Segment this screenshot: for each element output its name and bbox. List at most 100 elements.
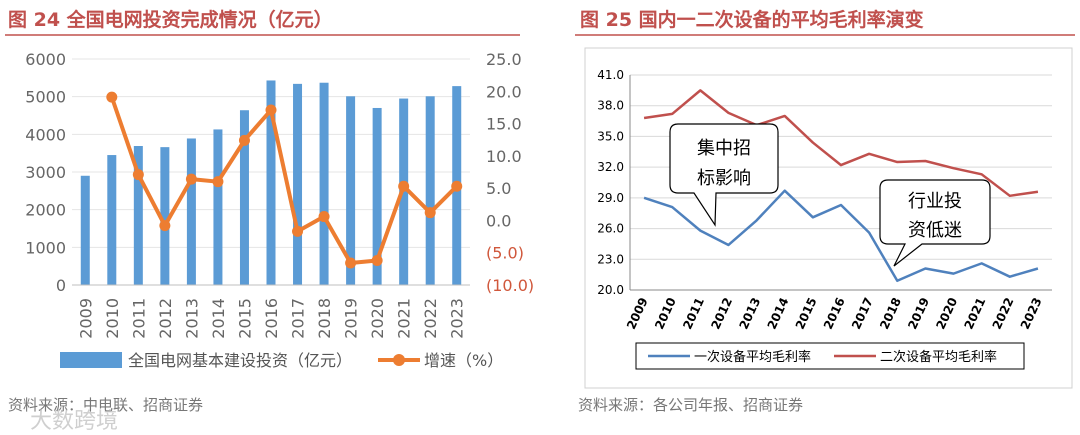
chart2-source: 资料来源：各公司年报、招商证券 [578, 396, 803, 414]
chart1-growth-point [424, 207, 436, 219]
chart1-bar [266, 80, 276, 285]
chart2-x-axis: 2009 2010 2011 2012 2013 2014 2015 2016 2017 2018… [624, 295, 1045, 331]
chart1-right-tick-label: (10.0) [486, 276, 534, 295]
chart2-y-tick-label: 41.0 [597, 68, 624, 82]
chart2-primary-equipment-line [643, 189, 1039, 283]
chart2-x-tick-label: 2015 [793, 295, 820, 331]
chart1-x-tick-label: 2012 [156, 298, 175, 339]
chart1-growth-point [451, 180, 463, 192]
chart2-y-tick-label: 23.0 [597, 252, 624, 266]
chart2-title: 图 25 国内一二次设备的平均毛利率演变 [580, 8, 924, 31]
chart1-x-tick-label: 2019 [342, 298, 361, 339]
chart2-x-tick-label: 2013 [737, 295, 764, 331]
chart1-growth-point [185, 173, 197, 185]
chart1-x-tick-label: 2021 [395, 298, 414, 339]
chart1-x-tick-label: 2023 [448, 298, 467, 339]
chart2-callout-2: 行业投 资低迷 [879, 179, 991, 267]
chart1-left-tick-label: 3000 [25, 163, 66, 182]
chart1-x-tick-label: 2017 [289, 298, 308, 339]
chart1-growth-point [159, 220, 171, 232]
chart1-title: 图 24 全国电网投资完成情况（亿元） [8, 8, 333, 31]
chart2-x-tick-label: 2022 [990, 295, 1017, 331]
chart1-x-axis: 2009 2010 2011 2012 2013 2014 2015 2016 2017 2018… [72, 284, 470, 339]
chart1-legend-line-marker [393, 354, 405, 366]
chart1-x-tick-label: 2011 [129, 298, 148, 339]
chart2-legend-label-1: 一次设备平均毛利率 [694, 349, 811, 365]
chart1-x-tick-label: 2020 [368, 298, 387, 339]
chart2-x-tick-label: 2020 [933, 295, 960, 331]
chart1-legend-bar-swatch [60, 352, 122, 368]
chart1-right-axis: (10.0) (5.0) 0.0 5.0 10.0 15.0 20.0 25.0 [486, 50, 534, 295]
chart1-bar [107, 155, 117, 285]
chart1-right-tick-label: 0.0 [486, 211, 511, 230]
chart2-x-tick-label: 2021 [962, 295, 989, 331]
chart2-y-tick-label: 29.0 [597, 191, 624, 205]
chart1-x-tick-label: 2015 [235, 298, 254, 339]
chart1-growth-line [106, 91, 463, 269]
chart1-growth-point [212, 176, 224, 188]
chart2-secondary-equipment-line [643, 89, 1039, 198]
callout-2-line2: 资低迷 [908, 220, 962, 241]
chart1-bar [186, 138, 196, 285]
chart1-x-tick-label: 2022 [421, 298, 440, 339]
chart1-growth-point [292, 225, 304, 237]
chart1-left-tick-label: 4000 [25, 125, 66, 144]
chart1-legend-bar-label: 全国电网基本建设投资（亿元） [128, 351, 352, 370]
chart2-y-tick-label: 32.0 [597, 160, 624, 174]
watermark: 大数跨境 [30, 409, 118, 434]
chart1-bar [160, 147, 170, 285]
chart1-growth-polyline [109, 96, 459, 266]
chart1-growth-point [265, 104, 277, 116]
chart1-x-tick-label: 2013 [182, 298, 201, 339]
callout-2-bubble [879, 179, 991, 267]
chart1-x-tick-label: 2009 [76, 298, 95, 339]
chart2-callout-1: 集中招 标影响 [669, 123, 779, 227]
chart1-x-tick-label: 2014 [209, 298, 228, 339]
chart1-bar [372, 107, 382, 285]
chart1-right-tick-label: (5.0) [486, 244, 524, 263]
chart2-x-tick-label: 2018 [877, 295, 904, 331]
chart1-growth-point [106, 91, 118, 103]
chart1-bar [425, 96, 435, 285]
chart1-left-tick-label: 1000 [25, 238, 66, 257]
chart1-right-tick-label: 15.0 [486, 115, 522, 134]
chart1-source: 资料来源：中电联、招商证券 [8, 396, 203, 414]
chart2-y-tick-label: 26.0 [597, 222, 624, 236]
chart1-bar [133, 146, 143, 285]
chart1-x-tick-label: 2010 [103, 298, 122, 339]
chart1-growth-point [238, 134, 250, 146]
chart2-y-tick-label: 20.0 [597, 283, 624, 297]
chart2-x-tick-label: 2012 [708, 295, 735, 331]
chart1-bar [319, 82, 329, 285]
chart2-x-tick-label: 2011 [680, 295, 707, 331]
chart2-series-lines [643, 89, 1039, 283]
chart2-frame [584, 47, 1073, 389]
chart1-left-tick-label: 5000 [25, 88, 66, 107]
chart1-growth-point [398, 180, 410, 192]
chart1-x-tick-label: 2018 [315, 298, 334, 339]
chart2-x-tick-label: 2023 [1018, 295, 1045, 331]
chart2-legend-box [635, 342, 1025, 370]
chart1-right-tick-label: 5.0 [486, 179, 511, 198]
chart1-right-tick-label: 25.0 [486, 50, 522, 69]
chart2-legend-label-2: 二次设备平均毛利率 [880, 349, 997, 365]
chart1-bar [346, 96, 356, 285]
chart1-growth-point [318, 211, 330, 223]
chart2-x-tick-label: 2019 [905, 295, 932, 331]
chart1-x-tick-label: 2016 [262, 298, 281, 339]
chart1-legend-line-label: 增速（%） [424, 351, 503, 370]
chart2-x-tick-label: 2009 [624, 295, 651, 331]
chart1-right-tick-label: 10.0 [486, 147, 522, 166]
chart2-x-tick-label: 2010 [652, 295, 679, 331]
chart1-left-tick-label: 0 [56, 276, 66, 295]
callout-2-line1: 行业投 [908, 191, 962, 212]
chart2-x-tick-label: 2014 [765, 295, 792, 331]
callout-1-line1: 集中招 [697, 138, 751, 159]
chart1-left-tick-label: 6000 [25, 50, 66, 69]
chart1-right-tick-label: 20.0 [486, 82, 522, 101]
chart1-growth-point [132, 169, 144, 181]
chart1-bar [213, 129, 223, 285]
callout-1-bubble [669, 123, 779, 227]
chart2-y-tick-label: 38.0 [597, 99, 624, 113]
